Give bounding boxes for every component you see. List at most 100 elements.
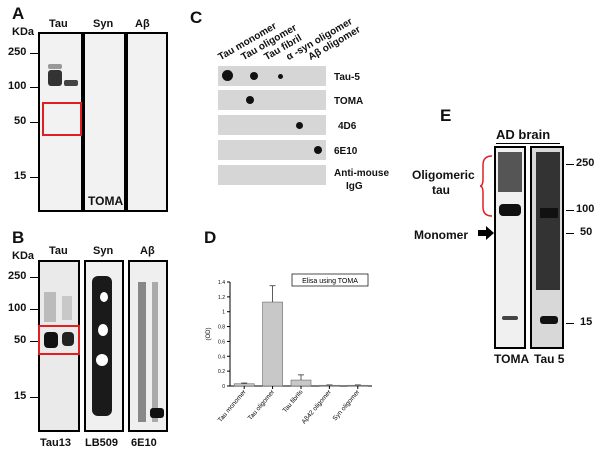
panel-a-marker-250: 250: [8, 46, 27, 58]
y-tick-label: 1.2: [218, 295, 225, 301]
panel-b-lb509-blot: [84, 260, 124, 432]
y-tick-label: 0.6: [218, 339, 225, 345]
panel-e-band: [502, 316, 518, 320]
panel-b-band: [150, 408, 164, 418]
panel-b-label: B: [12, 228, 25, 247]
panel-c-dot: [246, 96, 254, 104]
y-axis-label: (OD): [206, 328, 212, 341]
y-tick-label: 1: [222, 310, 225, 316]
panel-b-tick-15: [30, 397, 38, 398]
arrow-right-icon: [478, 226, 494, 240]
panel-e-oligo-line1: Oligomeric: [412, 168, 475, 182]
panel-e-band: [540, 208, 558, 218]
y-tick-label: 0.4: [218, 354, 225, 360]
panel-b-band: [98, 324, 108, 336]
panel-b-band: [62, 332, 74, 346]
x-tick-label: Aβ42 oligomer: [301, 388, 334, 425]
panel-b-antibody-lb509: LB509: [85, 437, 119, 449]
panel-b-smear: [92, 276, 112, 416]
panel-b-marker-15: 15: [14, 390, 27, 402]
panel-e-oligo-line2: tau: [432, 183, 450, 197]
panel-c-row-toma: [218, 90, 326, 112]
panel-e-smear: [536, 152, 560, 290]
panel-b-smear: [62, 296, 72, 320]
panel-e-band: [540, 316, 558, 324]
panel-b-6e10-blot: [128, 260, 168, 432]
chart-title: Elisa using TOMA: [302, 278, 358, 285]
panel-e-antibody-toma: TOMA: [494, 352, 530, 366]
chart-title-box: [291, 273, 369, 287]
panel-c-dot: [250, 72, 258, 80]
panel-b-smear: [138, 282, 146, 422]
panel-e-monomer-label: Monomer: [414, 228, 468, 242]
panel-a-blot: [38, 32, 168, 212]
panel-e-smear: [498, 152, 522, 192]
y-tick-label: 1.4: [218, 280, 225, 286]
panel-c-row-4d6: [218, 115, 326, 137]
panel-b-band: [44, 332, 58, 348]
panel-b-smear: [44, 292, 56, 322]
panel-c-dot: [278, 74, 283, 79]
panel-e-tick-50: [566, 233, 574, 234]
panel-b-smear: [152, 282, 158, 422]
panel-b-lane-tau: Tau: [49, 245, 68, 257]
panel-a-marker-50: 50: [14, 115, 27, 127]
panel-a-tick-50: [30, 122, 38, 123]
bar: [319, 384, 340, 387]
panel-e-band: [499, 204, 521, 216]
panel-b-lane-abeta: Aβ: [140, 245, 155, 257]
panel-e-marker-15: 15: [580, 316, 593, 328]
panel-a-antibody: TOMA: [88, 194, 124, 208]
panel-c-dot: [296, 122, 303, 129]
panel-e-label: E: [440, 106, 452, 125]
panel-a-band: [64, 80, 78, 86]
x-tick-label: Syn oligomer: [332, 388, 362, 422]
panel-c-row-label-anti-mouse: Anti-mouse: [334, 168, 389, 179]
panel-b-tick-250: [30, 277, 38, 278]
panel-e-tick-100: [566, 210, 574, 211]
panel-c-label: C: [190, 8, 203, 27]
x-tick-label: Tau monomer: [217, 388, 248, 424]
panel-b-tau13-blot: [38, 260, 80, 432]
panel-b-antibody-6e10: 6E10: [131, 437, 157, 449]
panel-e-tau5-blot: [530, 146, 564, 349]
panel-c-row-6e10: [218, 140, 326, 162]
panel-b-marker-100: 100: [8, 302, 27, 314]
x-tick-label: Tau oligomer: [247, 388, 277, 422]
panel-a-tick-15: [30, 177, 38, 178]
panel-a-marker-15: 15: [14, 170, 27, 182]
panel-e-tick-15: [566, 323, 574, 324]
panel-b-lane-syn: Syn: [93, 245, 114, 257]
panel-b-tick-50: [30, 341, 38, 342]
panel-d-plot: 0 0.2 0.4 0.6 0.8 1 1.2 1.4 (OD) Tau monomer Tau o…: [206, 273, 372, 425]
panel-e-marker-100: 100: [576, 203, 595, 215]
x-tick-label: Tau fibrils: [282, 388, 305, 414]
panel-c-row-anti-mouse: [218, 165, 326, 187]
panel-b-marker-250: 250: [8, 270, 27, 282]
panel-a-lane-tau: Tau: [49, 18, 68, 30]
y-tick-label: 0: [222, 384, 225, 390]
panel-b-tick-100: [30, 309, 38, 310]
panel-a-red-box: [42, 102, 82, 136]
panel-e-title: AD brain: [496, 127, 551, 142]
panel-a-lane-divider: [124, 34, 128, 210]
panel-b-marker-50: 50: [14, 334, 27, 346]
panel-c-dot: [222, 70, 233, 81]
panel-a-tick-100: [30, 87, 38, 88]
panel-a-band: [48, 64, 62, 69]
panel-d-chart: 0 0.2 0.4 0.6 0.8 1 1.2 1.4 (OD) Tau monomer Tau o…: [206, 273, 372, 425]
panel-e-title-underline: [496, 143, 560, 144]
panel-e-antibody-tau5: Tau 5: [534, 352, 565, 366]
panel-b-antibody-tau13: Tau13: [40, 437, 71, 449]
panel-b-red-box: [38, 325, 80, 355]
panel-c-row-label-6e10: 6E10: [334, 146, 358, 157]
panel-b-band: [96, 354, 108, 366]
bar: [290, 379, 312, 387]
panel-e-bracket: [480, 155, 493, 217]
panel-c-dot: [314, 146, 322, 154]
panel-a-lane-syn: Syn: [93, 18, 114, 30]
panel-a-marker-100: 100: [8, 80, 27, 92]
panel-e-marker-250: 250: [576, 157, 595, 169]
panel-c-row-label-igg: IgG: [346, 181, 363, 192]
panel-a-band: [48, 70, 62, 86]
